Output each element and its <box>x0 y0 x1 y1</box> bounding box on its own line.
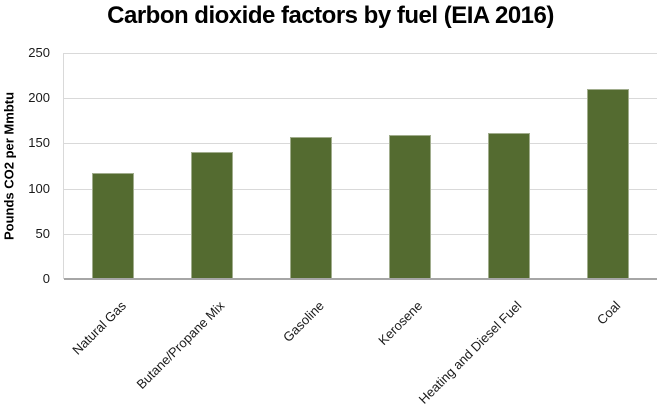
x-axis-line <box>64 278 657 280</box>
bar-coal <box>586 89 629 279</box>
x-label-heating-and-diesel-fuel: Heating and Diesel Fuel <box>415 298 525 407</box>
y-tick-label-100: 100 <box>28 180 50 196</box>
bar-natural-gas <box>92 173 135 279</box>
gridline-50 <box>64 233 657 235</box>
gridline-250 <box>64 53 657 54</box>
bar-gasoline <box>290 137 333 279</box>
chart-title: Carbon dioxide factors by fuel (EIA 2016… <box>107 2 554 29</box>
y-tick-label-0: 0 <box>42 271 50 286</box>
y-tick-label-200: 200 <box>28 90 50 106</box>
y-axis-title: Pounds CO2 per Mmbtu <box>1 91 17 241</box>
x-label-kerosene: Kerosene <box>375 298 426 348</box>
x-label-natural-gas: Natural Gas <box>69 298 130 358</box>
x-label-gasoline: Gasoline <box>279 298 327 345</box>
gridline-200 <box>64 98 657 100</box>
x-label-butane-propane-mix: Butane/Propane Mix <box>133 298 228 392</box>
bar-heating-and-diesel-fuel <box>487 133 530 279</box>
gridline-150 <box>64 143 657 145</box>
bar-butane-propane-mix <box>191 151 234 279</box>
x-label-coal: Coal <box>593 298 624 328</box>
plot-area <box>63 53 657 280</box>
bar-kerosene <box>388 135 431 279</box>
y-tick-label-50: 50 <box>35 225 50 241</box>
y-tick-label-250: 250 <box>28 45 50 60</box>
y-tick-label-150: 150 <box>28 135 50 151</box>
gridline-100 <box>64 188 657 190</box>
